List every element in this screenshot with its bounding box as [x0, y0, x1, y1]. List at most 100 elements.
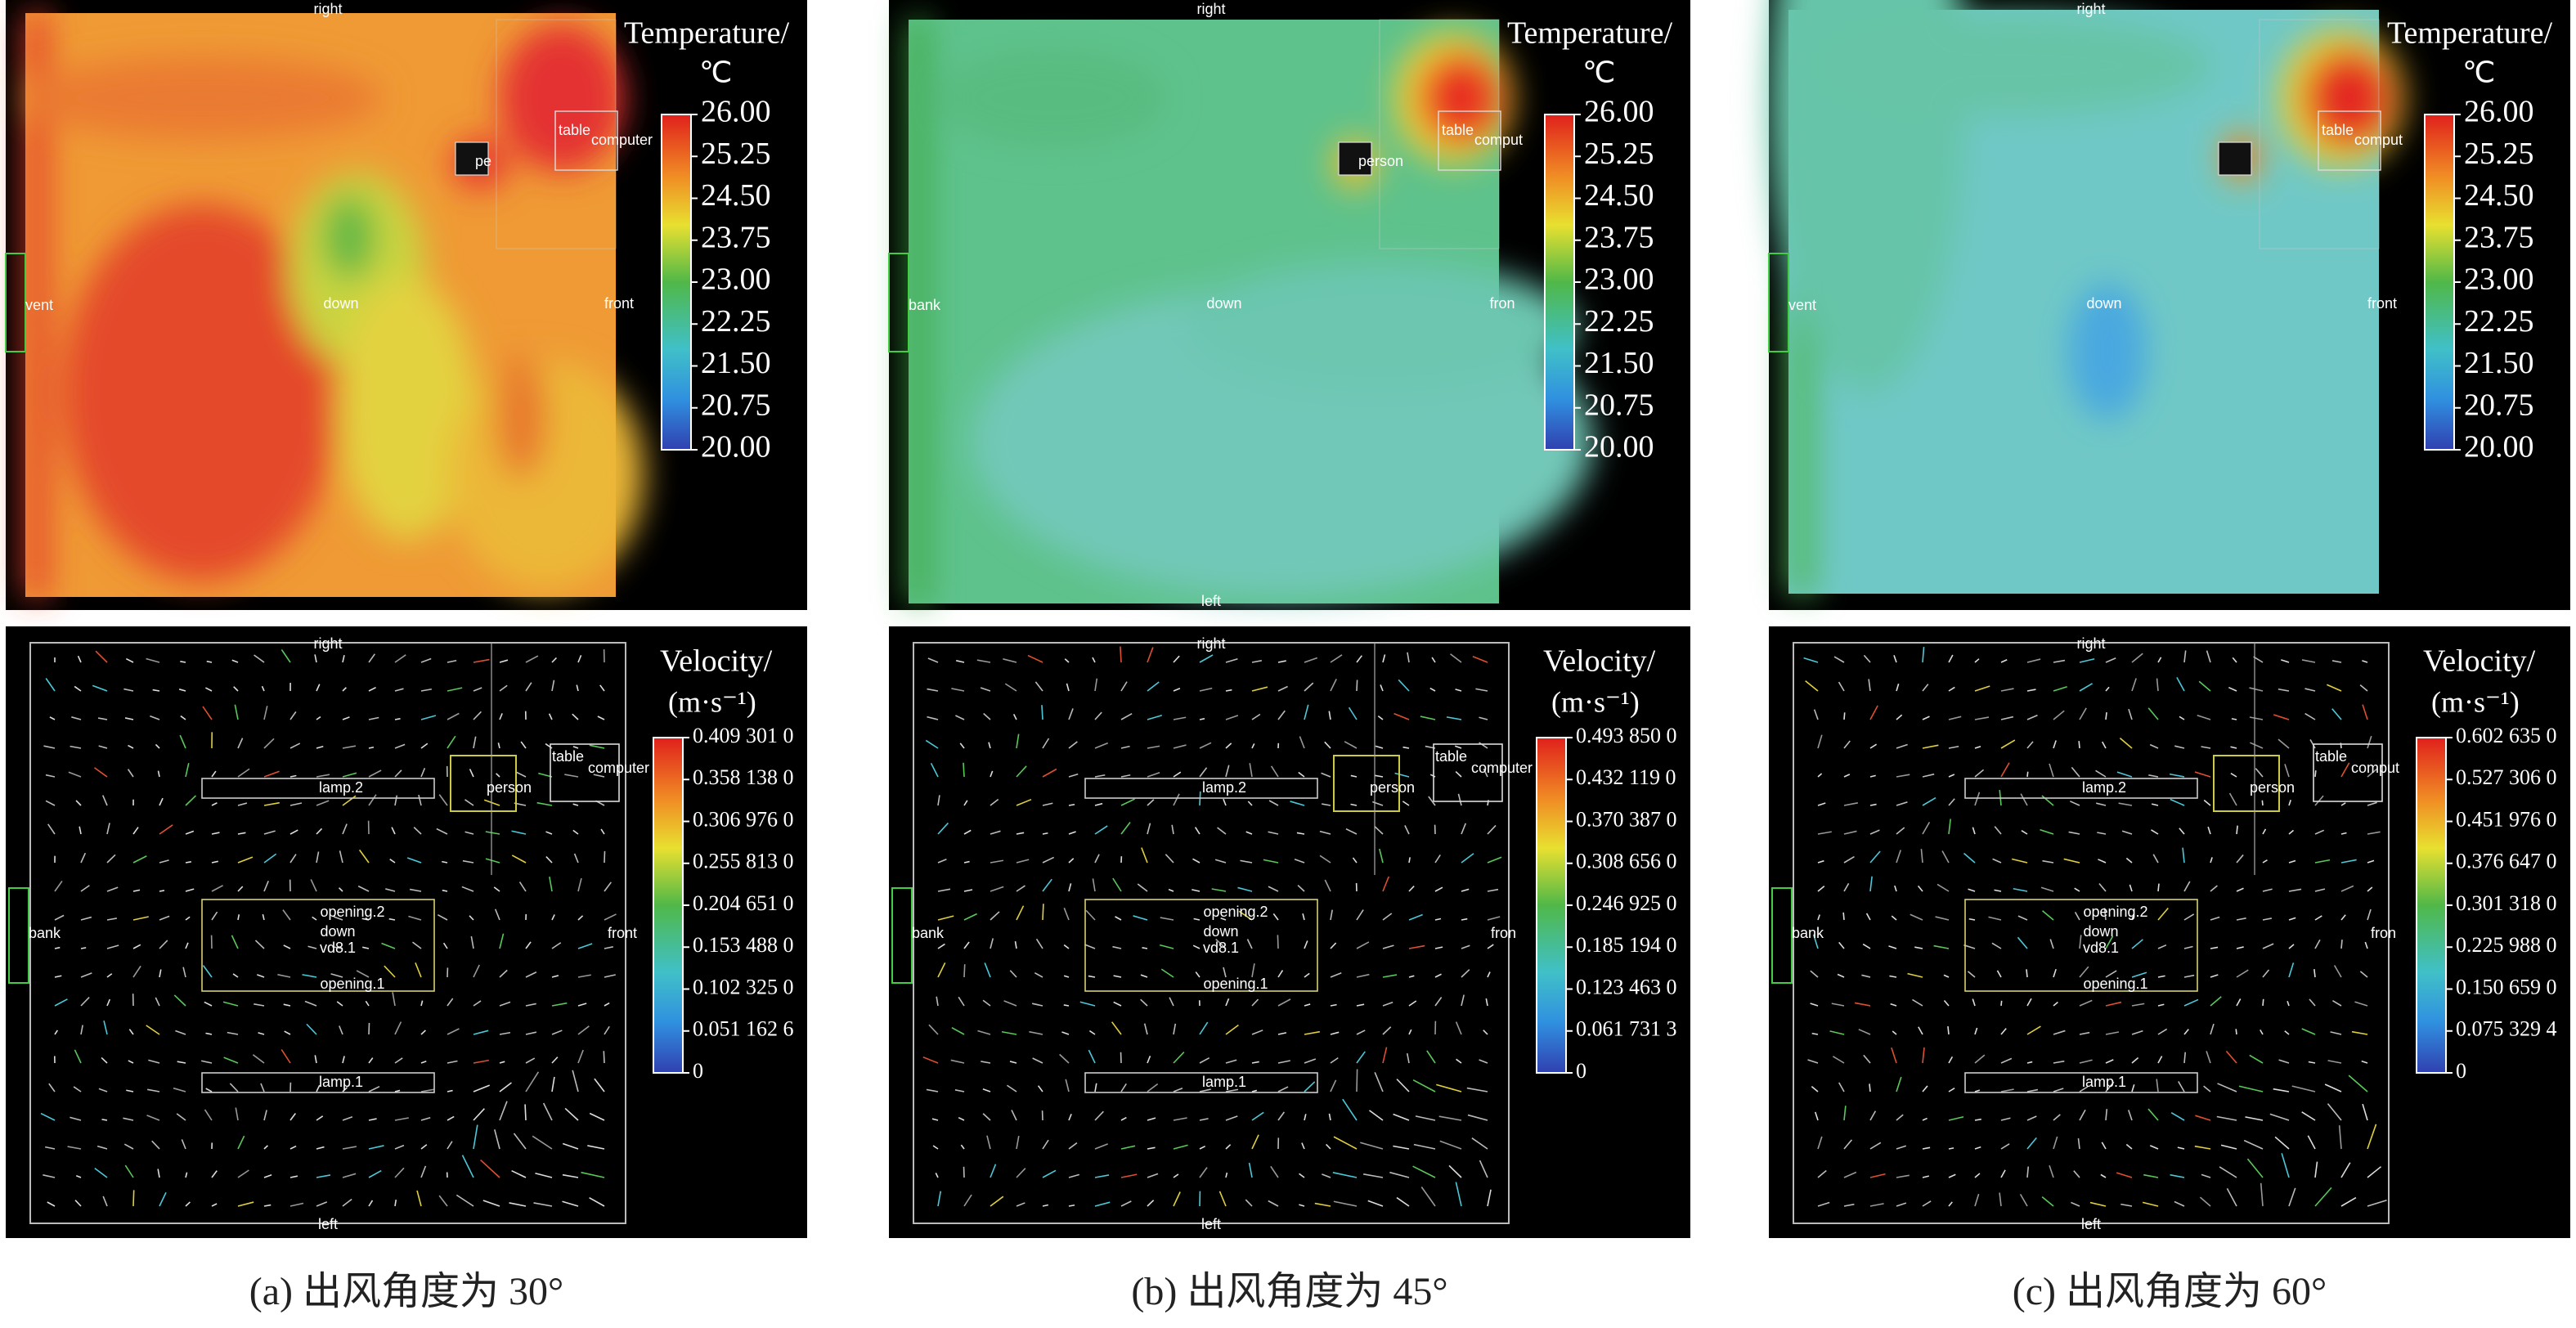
velocity-vector: [394, 654, 406, 663]
velocity-vector: [1199, 718, 1205, 720]
colorbar: [2416, 737, 2447, 1074]
room-label: front: [2367, 295, 2397, 312]
velocity-vector: [146, 1025, 160, 1035]
velocity-vector: [1360, 1142, 1384, 1150]
velocity-vector: [1356, 655, 1362, 663]
velocity-vector: [1330, 654, 1343, 663]
velocity-vector: [412, 941, 422, 949]
velocity-vectors: [40, 648, 617, 1207]
velocity-vector: [1225, 765, 1230, 778]
velocity-vector: [1434, 886, 1443, 892]
velocity-vector: [381, 942, 396, 949]
velocity-vector: [368, 1200, 374, 1207]
velocity-vector: [927, 688, 939, 692]
velocity-vector: [511, 830, 527, 835]
velocity-vector: [211, 911, 218, 921]
velocity-vector: [2304, 712, 2316, 720]
velocity-vector: [2231, 718, 2237, 720]
velocity-vector: [1394, 772, 1410, 778]
velocity-vector: [469, 915, 474, 921]
colorbar-tick-label: 0.370 387 0: [1576, 807, 1677, 831]
velocity-vector: [408, 915, 422, 921]
velocity-vector: [1994, 889, 2002, 892]
room-label: computer: [1471, 760, 1533, 776]
velocity-vector: [1251, 1061, 1259, 1064]
field-blob: [938, 49, 1167, 147]
velocity-vector: [1974, 746, 1981, 749]
velocity-vector: [1001, 1030, 1017, 1035]
velocity-vector: [1891, 915, 1897, 921]
velocity-vector: [572, 713, 579, 720]
velocity-vector: [2364, 941, 2368, 949]
colorbar: [1544, 114, 1575, 451]
velocity-vector: [1843, 774, 1851, 778]
colorbar-tick-label: 0.102 325 0: [693, 975, 794, 998]
colorbar-tick-label: 26.00: [2464, 95, 2534, 129]
field-blob: [447, 360, 644, 589]
velocity-vector: [1455, 771, 1462, 778]
velocity-vector: [2079, 966, 2089, 978]
velocity-vector: [1943, 999, 1950, 1007]
velocity-vector: [1968, 917, 1976, 921]
velocity-vector: [1379, 848, 1384, 864]
colorbar-tick-label: 0.376 647 0: [2456, 850, 2557, 873]
velocity-vector: [2288, 1187, 2296, 1207]
velocity-vector: [2327, 1103, 2342, 1121]
velocity-vector: [2157, 883, 2160, 892]
velocity-vector: [2262, 917, 2273, 921]
velocity-vector: [990, 859, 1004, 864]
velocity-vector: [420, 688, 433, 692]
velocity-vector: [2278, 1059, 2290, 1064]
velocity-vector: [150, 715, 160, 720]
velocity-vector: [1843, 1106, 1847, 1121]
room-label: right: [2076, 635, 2105, 652]
velocity-vector: [988, 742, 991, 749]
velocity-vector: [1035, 938, 1043, 949]
velocity-vector: [2071, 766, 2080, 778]
velocity-vector: [368, 1085, 380, 1092]
velocity-vector: [392, 992, 396, 1007]
velocity-vector: [252, 1054, 265, 1064]
velocity-vector: [2314, 1187, 2332, 1207]
velocity-vector: [2101, 741, 2107, 749]
velocity-vector: [2327, 1060, 2342, 1064]
velocity-vector: [935, 1173, 939, 1178]
velocity-vector: [1068, 1142, 1078, 1150]
velocity-vector: [2049, 939, 2054, 949]
velocity-vector: [2228, 792, 2237, 806]
velocity-vector: [1948, 654, 1954, 663]
velocity-vector: [1922, 1200, 1932, 1207]
velocity-vector: [2340, 940, 2343, 949]
velocity-vector: [1805, 680, 1819, 692]
velocity-vector: [1199, 767, 1208, 778]
velocity-vector: [1837, 973, 1845, 978]
room-label: front: [604, 295, 634, 312]
velocity-vector: [185, 861, 191, 864]
velocity-vector: [2100, 1173, 2107, 1178]
person-box: [450, 755, 517, 812]
velocity-vector: [1896, 743, 1908, 749]
colorbar-tick-label: 0.204 651 0: [693, 891, 794, 915]
velocity-vector: [45, 678, 56, 692]
velocity-vector: [80, 947, 87, 949]
velocity-vector: [1314, 1202, 1331, 1207]
velocity-vector: [1251, 1089, 1258, 1092]
velocity-vector: [2026, 969, 2028, 978]
colorbar-tick-label: 20.00: [1584, 430, 1654, 464]
velocity-vector: [1974, 1146, 1981, 1150]
field-blob: [500, 25, 624, 172]
room-label: bank: [912, 925, 945, 941]
velocity-vector: [1968, 888, 1976, 892]
velocity-vector: [2367, 1166, 2382, 1178]
velocity-vector: [2079, 683, 2093, 692]
velocity-vector: [316, 774, 330, 778]
velocity-vector: [339, 850, 343, 864]
velocity-vector: [342, 1056, 345, 1064]
velocity-vector: [2105, 686, 2110, 692]
velocity-vector: [2147, 707, 2159, 720]
velocity-vector: [1147, 1117, 1156, 1121]
velocity-vector: [2079, 1109, 2086, 1121]
velocity-vector: [1173, 1087, 1183, 1092]
velocity-vector: [2053, 1088, 2064, 1092]
velocity-vector: [600, 828, 605, 835]
